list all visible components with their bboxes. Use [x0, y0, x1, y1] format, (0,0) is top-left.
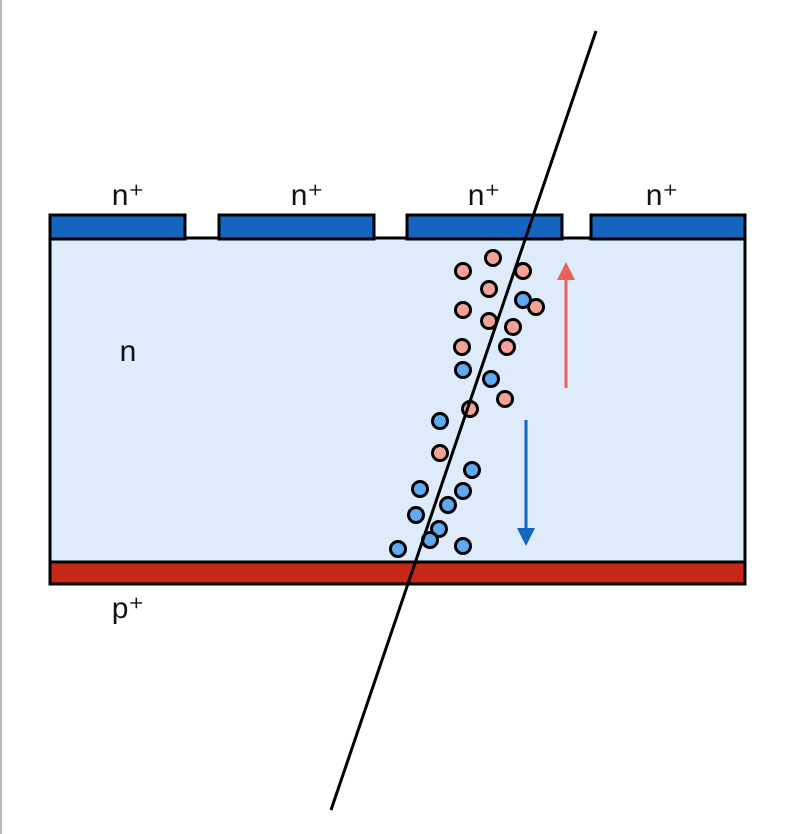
strip-2-label: n⁺	[291, 179, 324, 212]
electron-carrier	[439, 496, 457, 514]
electron-carrier	[389, 540, 407, 558]
particle-track	[329, 30, 598, 811]
hole-carrier	[454, 301, 472, 319]
strip-3-label: n⁺	[468, 179, 501, 212]
arrow-up-icon	[557, 262, 575, 388]
hole-carrier	[480, 280, 498, 298]
backside-label: p⁺	[112, 592, 145, 625]
electron-carrier	[454, 537, 472, 555]
electron-carrier	[454, 361, 472, 379]
bulk-label: n	[120, 335, 137, 368]
hole-carrier	[484, 249, 502, 267]
n-bulk-region	[48, 236, 747, 565]
p-plus-layer	[48, 560, 747, 586]
hole-carrier	[498, 338, 516, 356]
hole-carrier	[514, 262, 532, 280]
electron-carrier	[454, 482, 472, 500]
electron-carrier	[463, 461, 481, 479]
window-left-border	[0, 0, 2, 834]
electron-carrier	[407, 506, 425, 524]
n-plus-strip-3	[405, 213, 564, 241]
hole-carrier	[431, 444, 449, 462]
n-plus-strip-2	[217, 213, 376, 241]
electron-carrier	[411, 480, 429, 498]
electron-carrier	[514, 291, 532, 309]
n-plus-strip-1	[48, 213, 187, 241]
strip-1-label: n⁺	[112, 179, 145, 212]
hole-carrier	[496, 390, 514, 408]
hole-carrier	[504, 318, 522, 336]
arrow-down-icon	[517, 420, 535, 546]
hole-carrier	[453, 338, 471, 356]
charge-carriers	[389, 249, 545, 558]
electron-carrier	[482, 370, 500, 388]
strip-4-label: n⁺	[646, 179, 679, 212]
n-plus-strip-4	[589, 213, 747, 241]
hole-carrier	[454, 262, 472, 280]
electron-carrier	[431, 412, 449, 430]
